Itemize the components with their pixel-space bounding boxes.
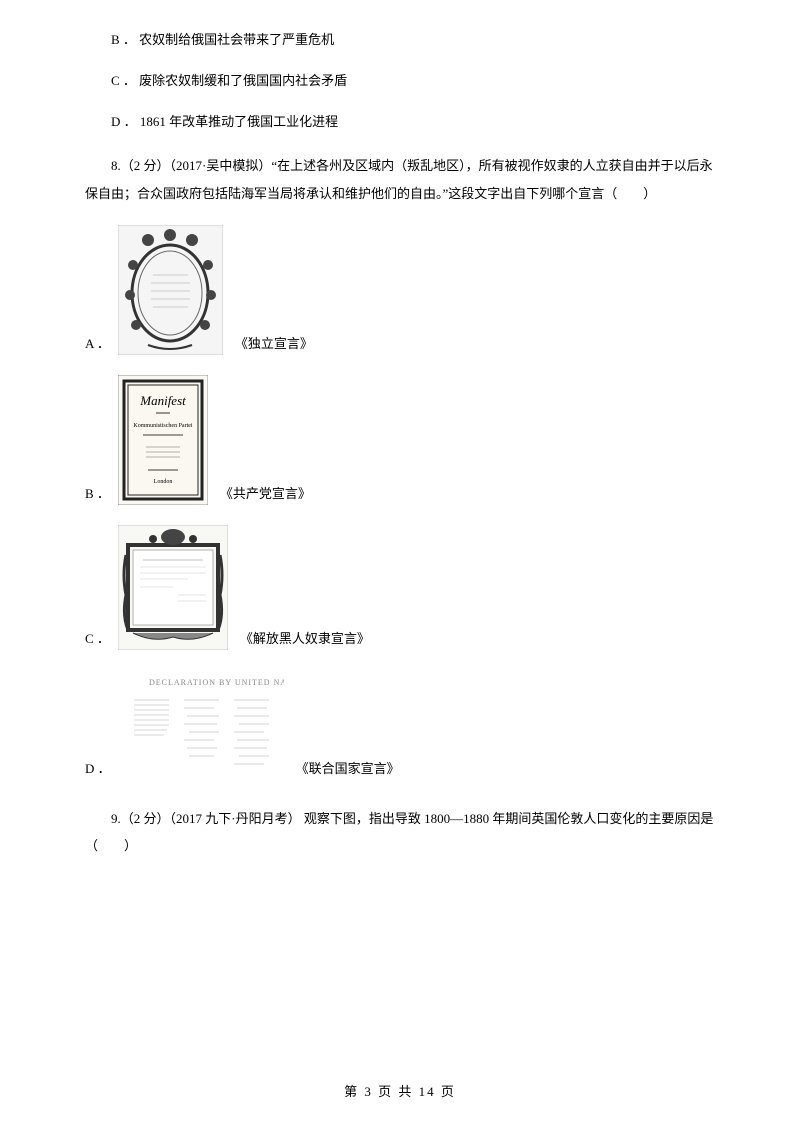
svg-text:Kommunistischen Partei: Kommunistischen Partei <box>133 423 192 429</box>
document-image-icon: DECLARATION BY UNITED NATIONS <box>119 670 284 780</box>
question-8: 8.（2 分）（2017·吴中模拟）“在上述各州及区域内（叛乱地区），所有被视作… <box>85 152 715 207</box>
option-label: B ． <box>85 484 110 505</box>
q8-option-a: A ． 《独立宣言》 <box>85 225 715 355</box>
question-9-text: 9.（2 分）（2017 九下·丹阳月考） 观察下图，指出导致 1800—188… <box>85 811 713 853</box>
option-b: B ． 农奴制给俄国社会带来了严重危机 <box>85 30 715 51</box>
document-image-icon: Manifest Kommunistischen Partei London <box>118 375 208 505</box>
document-image-icon <box>118 525 228 650</box>
option-label: C ． <box>85 629 110 650</box>
page-number: 第 3 页 共 14 页 <box>344 1084 456 1099</box>
svg-text:DECLARATION BY UNITED NATIONS: DECLARATION BY UNITED NATIONS <box>149 678 284 687</box>
question-8-text: 8.（2 分）（2017·吴中模拟）“在上述各州及区域内（叛乱地区），所有被视作… <box>85 158 713 200</box>
option-label: B ． <box>111 32 136 47</box>
option-text: 《解放黑人奴隶宣言》 <box>240 629 370 650</box>
q8-option-b: B ． Manifest Kommunistischen Partei Lond… <box>85 375 715 505</box>
option-text: 《联合国家宣言》 <box>296 759 400 780</box>
document-image-icon <box>118 225 223 355</box>
option-text: 废除农奴制缓和了俄国国内社会矛盾 <box>139 73 347 88</box>
page-footer: 第 3 页 共 14 页 <box>0 1081 800 1100</box>
q8-option-d: D ． DECLARATION BY UNITED NATIONS <box>85 670 715 780</box>
svg-text:London: London <box>154 479 173 485</box>
option-text: 1861 年改革推动了俄国工业化进程 <box>140 114 338 129</box>
option-d: D ． 1861 年改革推动了俄国工业化进程 <box>85 112 715 133</box>
option-label: D ． <box>85 759 111 780</box>
option-label: D ． <box>111 114 137 129</box>
option-text: 《共产党宣言》 <box>220 484 311 505</box>
option-text: 《独立宣言》 <box>235 334 313 355</box>
option-c: C ． 废除农奴制缓和了俄国国内社会矛盾 <box>85 71 715 92</box>
option-text: 农奴制给俄国社会带来了严重危机 <box>139 32 334 47</box>
svg-text:Manifest: Manifest <box>139 393 186 408</box>
option-label: C ． <box>111 73 136 88</box>
question-9: 9.（2 分）（2017 九下·丹阳月考） 观察下图，指出导致 1800—188… <box>85 805 715 860</box>
page-content: B ． 农奴制给俄国社会带来了严重危机 C ． 废除农奴制缓和了俄国国内社会矛盾… <box>0 0 800 860</box>
q8-option-c: C ． 《解放黑人奴隶宣言》 <box>85 525 715 650</box>
option-label: A ． <box>85 334 110 355</box>
